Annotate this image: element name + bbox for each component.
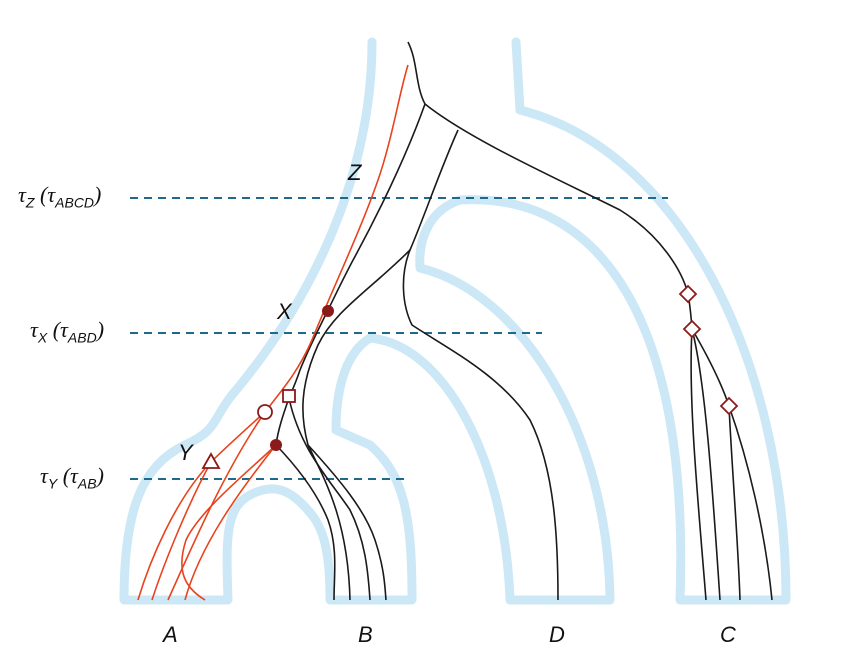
lower-node-dot <box>270 439 282 451</box>
diamond-marker-2 <box>682 319 702 339</box>
red-a6 <box>184 444 277 601</box>
tau-y-sub: Y <box>47 475 58 492</box>
gene-branch-to-d <box>402 129 559 601</box>
red-main <box>264 64 409 413</box>
node-label-x: X <box>277 299 292 324</box>
species-label-a: A <box>163 622 178 647</box>
gene-branch-x <box>327 103 426 311</box>
gene-branch-to-c <box>424 103 689 295</box>
gene-c3 <box>691 328 730 407</box>
gene-square-down <box>275 397 290 446</box>
tau-y-main: τ <box>40 463 48 488</box>
tau-z-main: τ <box>18 182 26 207</box>
tau-x-paren-main: τ <box>60 317 68 342</box>
node-label-z: Z <box>348 160 362 185</box>
tau-x-label: τX (τABD) <box>30 317 105 346</box>
species-tree-left-boundary <box>119 37 791 605</box>
red-a5 <box>181 444 277 601</box>
time-lines <box>130 197 668 480</box>
gene-root-stem <box>407 41 426 105</box>
tau-z-paren-sub: ABCD <box>55 194 95 211</box>
gene-c2 <box>691 328 721 601</box>
gene-b2 <box>288 397 371 601</box>
species-tree-outline <box>119 37 791 605</box>
gene-tree-lineages <box>275 41 773 601</box>
gene-tree-red-lineages <box>137 64 409 601</box>
gene-c5 <box>728 405 773 601</box>
species-label-d: D <box>549 622 565 647</box>
gene-x-down <box>288 309 329 399</box>
node-label-y: Y <box>178 440 193 465</box>
gene-c1 <box>690 328 707 601</box>
tau-z-sub: Z <box>25 194 35 211</box>
circle-marker <box>257 404 273 420</box>
tau-y-paren-main: τ <box>70 463 78 488</box>
gene-b1 <box>275 444 336 601</box>
x-node-dot <box>322 305 334 317</box>
tau-y-paren-sub: AB <box>77 475 97 492</box>
species-label-c: C <box>720 622 736 647</box>
gene-b3 <box>307 444 387 601</box>
gene-branch-d-side <box>302 249 411 601</box>
tau-x-main: τ <box>30 317 38 342</box>
diamond-marker-3 <box>719 396 739 416</box>
square-marker <box>282 389 296 403</box>
species-label-b: B <box>358 622 373 647</box>
tau-z-label: τZ (τABCD) <box>18 182 102 211</box>
tau-z-paren-main: τ <box>47 182 56 207</box>
tau-y-label: τY (τAB) <box>40 463 104 492</box>
red-a3 <box>151 461 212 601</box>
triangle-marker <box>201 452 221 469</box>
diamond-marker-1 <box>678 284 698 304</box>
gene-c4 <box>728 405 741 601</box>
tau-x-paren-sub: ABD <box>67 329 97 346</box>
red-a2 <box>137 461 212 601</box>
tau-x-sub: X <box>37 329 48 346</box>
markers <box>201 284 739 469</box>
